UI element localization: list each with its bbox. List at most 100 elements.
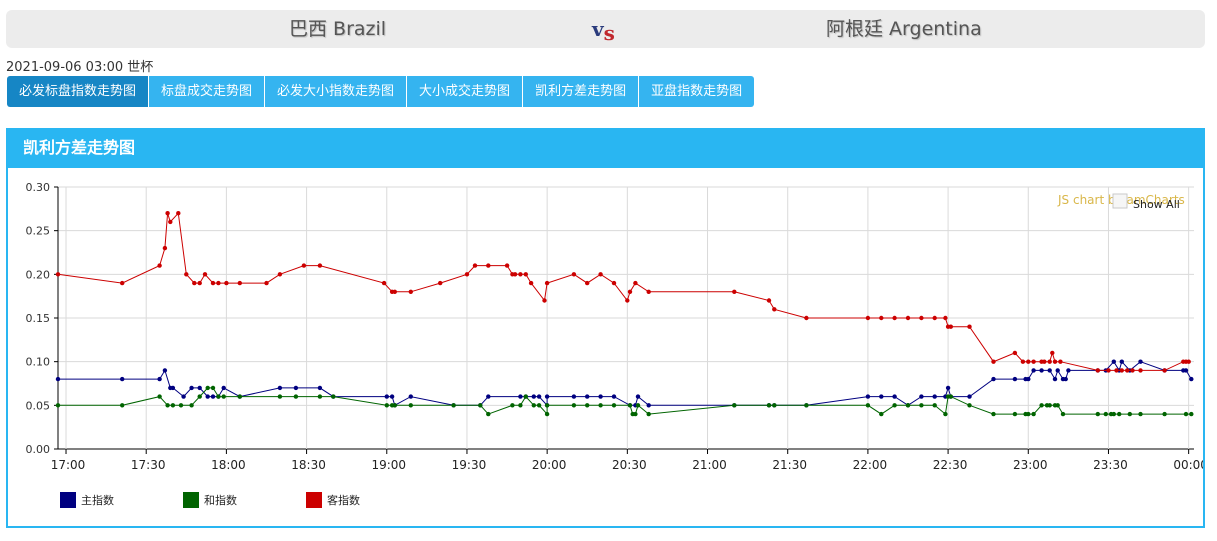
data-point[interactable]	[510, 403, 515, 408]
data-point[interactable]	[181, 394, 186, 399]
data-point[interactable]	[504, 263, 510, 268]
data-point[interactable]	[55, 376, 61, 382]
data-point[interactable]	[178, 403, 184, 408]
data-point[interactable]	[392, 403, 397, 408]
data-point[interactable]	[197, 280, 202, 286]
data-point[interactable]	[732, 289, 737, 294]
data-point[interactable]	[293, 385, 299, 391]
data-point[interactable]	[317, 385, 323, 391]
data-point[interactable]	[598, 272, 603, 277]
data-point[interactable]	[1052, 376, 1058, 382]
data-point[interactable]	[945, 385, 951, 391]
data-point[interactable]	[1020, 359, 1026, 364]
data-point[interactable]	[598, 394, 603, 399]
data-point[interactable]	[625, 298, 630, 303]
data-point[interactable]	[1063, 376, 1068, 382]
data-point[interactable]	[192, 280, 197, 286]
data-point[interactable]	[544, 280, 550, 286]
tab-kelly-variance[interactable]: 凯利方差走势图	[523, 76, 640, 107]
data-point[interactable]	[544, 394, 550, 399]
data-point[interactable]	[1095, 368, 1101, 373]
data-point[interactable]	[1026, 359, 1031, 364]
data-point[interactable]	[932, 394, 937, 399]
data-point[interactable]	[392, 289, 397, 294]
data-point[interactable]	[512, 272, 518, 277]
data-point[interactable]	[1042, 359, 1047, 364]
data-point[interactable]	[1111, 359, 1117, 364]
data-point[interactable]	[264, 280, 269, 286]
data-point[interactable]	[1183, 368, 1189, 373]
show-all-button[interactable]: Show All	[1133, 198, 1180, 211]
data-point[interactable]	[611, 394, 617, 399]
data-point[interactable]	[1106, 368, 1111, 373]
data-point[interactable]	[202, 272, 208, 277]
data-point[interactable]	[210, 385, 216, 391]
data-point[interactable]	[1047, 403, 1052, 408]
data-point[interactable]	[162, 245, 168, 251]
data-point[interactable]	[1103, 411, 1109, 417]
data-point[interactable]	[486, 394, 491, 399]
data-point[interactable]	[1039, 368, 1044, 373]
data-point[interactable]	[331, 394, 336, 399]
legend-item[interactable]: 和指数	[183, 492, 237, 508]
data-point[interactable]	[518, 272, 523, 277]
data-point[interactable]	[176, 211, 181, 216]
data-point[interactable]	[523, 394, 528, 399]
data-point[interactable]	[1127, 411, 1133, 417]
data-point[interactable]	[1047, 359, 1052, 364]
data-point[interactable]	[1119, 359, 1125, 364]
data-point[interactable]	[221, 385, 226, 391]
data-point[interactable]	[205, 394, 210, 399]
data-point[interactable]	[210, 394, 216, 399]
data-point[interactable]	[1050, 350, 1055, 356]
data-point[interactable]	[865, 403, 871, 408]
data-point[interactable]	[991, 411, 996, 417]
data-point[interactable]	[184, 272, 189, 277]
data-point[interactable]	[408, 394, 413, 399]
data-point[interactable]	[1162, 411, 1167, 417]
data-point[interactable]	[732, 403, 737, 408]
data-point[interactable]	[523, 272, 528, 277]
data-point[interactable]	[892, 394, 897, 399]
data-point[interactable]	[157, 263, 162, 268]
data-point[interactable]	[120, 376, 125, 382]
data-point[interactable]	[277, 385, 283, 391]
data-point[interactable]	[381, 280, 387, 286]
data-point[interactable]	[1095, 411, 1101, 417]
data-point[interactable]	[157, 394, 162, 399]
data-point[interactable]	[943, 411, 948, 417]
data-point[interactable]	[210, 280, 216, 286]
data-point[interactable]	[1125, 368, 1130, 373]
data-point[interactable]	[932, 315, 937, 321]
data-point[interactable]	[633, 280, 638, 286]
data-point[interactable]	[948, 394, 953, 399]
data-point[interactable]	[766, 403, 772, 408]
data-point[interactable]	[1055, 368, 1060, 373]
data-point[interactable]	[464, 272, 470, 277]
data-point[interactable]	[170, 385, 176, 391]
data-point[interactable]	[277, 394, 283, 399]
data-point[interactable]	[317, 263, 323, 268]
data-point[interactable]	[943, 315, 948, 321]
data-point[interactable]	[772, 307, 777, 312]
data-point[interactable]	[919, 394, 924, 399]
data-point[interactable]	[1026, 376, 1031, 382]
data-point[interactable]	[536, 394, 542, 399]
data-point[interactable]	[197, 394, 202, 399]
data-point[interactable]	[518, 394, 523, 399]
data-point[interactable]	[585, 394, 590, 399]
data-point[interactable]	[165, 211, 170, 216]
data-point[interactable]	[1186, 359, 1191, 364]
data-point[interactable]	[1052, 359, 1058, 364]
data-point[interactable]	[384, 394, 389, 399]
data-point[interactable]	[967, 403, 972, 408]
data-point[interactable]	[478, 403, 483, 408]
data-point[interactable]	[1130, 368, 1135, 373]
data-point[interactable]	[571, 272, 577, 277]
data-point[interactable]	[120, 403, 125, 408]
data-point[interactable]	[157, 376, 162, 382]
data-point[interactable]	[1039, 403, 1044, 408]
data-point[interactable]	[1066, 368, 1071, 373]
data-point[interactable]	[879, 315, 884, 321]
data-point[interactable]	[438, 280, 443, 286]
